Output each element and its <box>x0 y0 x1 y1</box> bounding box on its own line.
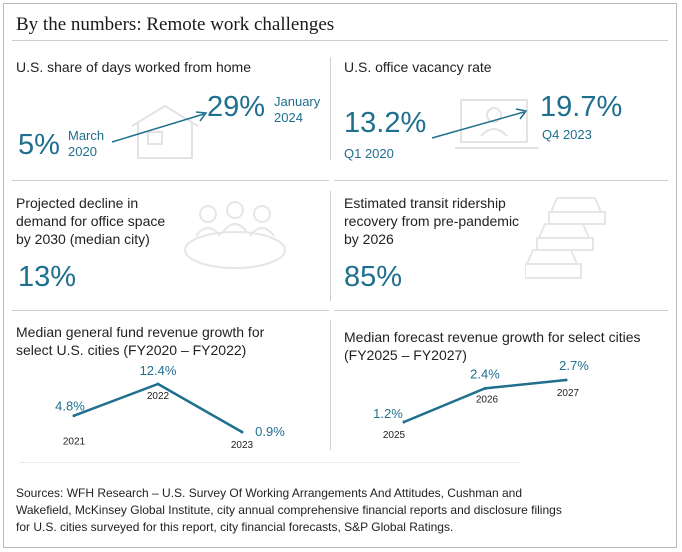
cars-icon <box>525 197 606 279</box>
data-label: 12.4% <box>140 363 177 378</box>
office-demand-label-line: Projected decline in <box>16 195 139 211</box>
data-point <box>156 382 160 386</box>
chart2-svg: 1.2% 2025 2.4% 2026 2.7% 2027 <box>373 360 589 441</box>
vacancy-start-value: 13.2% <box>344 107 427 139</box>
data-point <box>483 386 487 390</box>
data-point <box>72 414 76 418</box>
wfh-end-month: January <box>274 94 321 109</box>
transit-label-line: recovery from pre-pandemic <box>344 213 520 229</box>
column-divider <box>330 320 331 450</box>
data-label: 2.7% <box>559 360 589 373</box>
data-label: 1.2% <box>373 406 403 421</box>
vacancy-end-value: 19.7% <box>540 91 623 123</box>
x-tick-label: 2027 <box>557 388 580 399</box>
data-point <box>240 430 244 434</box>
data-label: 4.8% <box>55 399 85 414</box>
chart1-title-line: Median general fund revenue growth for <box>16 324 265 340</box>
office-demand-value: 13% <box>18 261 77 293</box>
vacancy-trend-arrow <box>431 108 528 139</box>
sources-text: Sources: WFH Research – U.S. Survey Of W… <box>16 486 562 534</box>
x-tick-label: 2026 <box>476 394 499 405</box>
data-point <box>564 378 568 382</box>
transit-label-line: by 2026 <box>344 231 394 247</box>
column-divider <box>330 191 331 301</box>
column-divider <box>330 57 331 160</box>
page-title: By the numbers: Remote work challenges <box>16 14 335 35</box>
row-divider <box>334 310 668 311</box>
x-tick-label: 2023 <box>231 440 254 451</box>
office-demand-label-line: demand for office space <box>16 213 166 229</box>
data-label: 2.4% <box>470 366 500 381</box>
wfh-label: U.S. share of days worked from home <box>16 59 251 75</box>
faint-divider <box>20 462 520 464</box>
vacancy-end-date: Q4 2023 <box>542 127 592 142</box>
transit-value: 85% <box>344 261 403 293</box>
transit-label-line: Estimated transit ridership <box>344 195 506 211</box>
office-demand-label-line: by 2030 (median city) <box>16 231 150 247</box>
laptop-user-icon <box>455 99 539 149</box>
infographic-frame <box>3 3 677 548</box>
x-tick-label: 2025 <box>383 430 406 441</box>
office-demand-label: Projected decline in demand for office s… <box>16 194 165 248</box>
wfh-end-value: 29% <box>207 91 266 123</box>
data-label: 0.9% <box>255 424 285 439</box>
chart1-svg: 4.8% 2021 12.4% 2022 0.9%2023 <box>55 363 285 451</box>
chart1-title-line: select U.S. cities (FY2020 – FY2022) <box>16 342 247 358</box>
vacancy-start-date: Q1 2020 <box>344 146 394 161</box>
vacancy-label: U.S. office vacancy rate <box>344 59 492 75</box>
chart2-title: Median forecast revenue growth for selec… <box>344 328 640 364</box>
wfh-trend-arrow <box>111 111 208 143</box>
wfh-start-month: March <box>68 128 105 143</box>
row-divider <box>12 180 329 181</box>
chart2-title-line: Median forecast revenue growth for selec… <box>344 329 641 345</box>
meeting-table-icon <box>184 201 286 269</box>
x-tick-label: 2022 <box>147 391 170 402</box>
row-divider <box>334 180 668 181</box>
wfh-end-year: 2024 <box>274 110 303 125</box>
row-divider <box>12 310 329 311</box>
data-point <box>402 420 406 424</box>
wfh-start-value: 5% <box>18 129 60 161</box>
transit-label: Estimated transit ridership recovery fro… <box>344 194 519 248</box>
chart1-title: Median general fund revenue growth for s… <box>16 323 264 359</box>
chart2-title-line: (FY2025 – FY2027) <box>344 347 467 363</box>
wfh-start-year: 2020 <box>68 144 97 159</box>
title-divider <box>12 40 668 41</box>
x-tick-label: 2021 <box>63 437 86 448</box>
